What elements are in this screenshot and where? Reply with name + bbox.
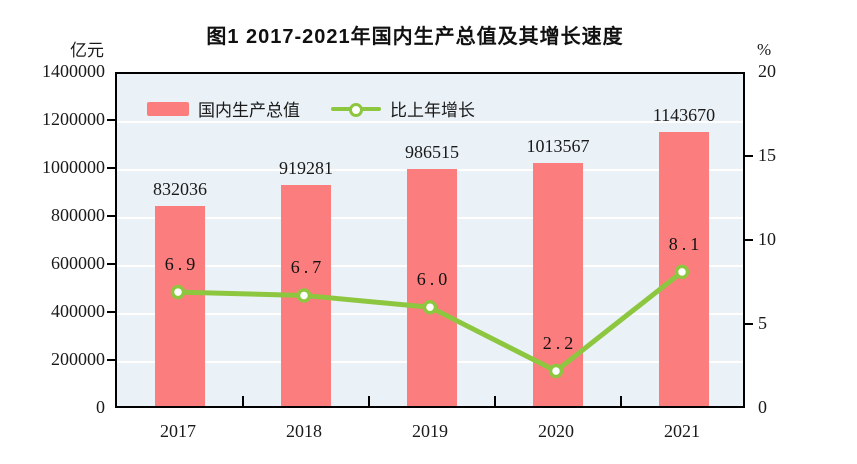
left-axis-unit-label: 亿元 <box>70 41 104 60</box>
growth-marker <box>674 264 690 280</box>
right-axis-tick-label: 20 <box>758 61 776 81</box>
legend-marker-icon <box>349 102 363 117</box>
x-axis-tick <box>242 396 244 406</box>
x-axis-tick <box>368 396 370 406</box>
left-axis-tick <box>107 311 115 313</box>
bar-value-label: 1013567 <box>526 135 590 156</box>
right-axis-tick <box>745 239 753 241</box>
growth-line-svg <box>170 264 690 379</box>
x-axis-label: 2018 <box>286 421 322 441</box>
right-axis-tick-label: 0 <box>758 397 767 417</box>
left-axis-tick-label: 400000 <box>51 301 105 321</box>
x-axis-tick <box>620 396 622 406</box>
left-axis-tick-label: 1000000 <box>42 157 105 177</box>
chart-title: 图1 2017-2021年国内生产总值及其增长速度 <box>206 26 624 48</box>
x-axis-label: 2019 <box>412 421 448 441</box>
plot-area: 832036 919281 986515 1013567 1143670 6.9 6.7 6… <box>115 72 745 408</box>
legend-label-growth: 比上年增长 <box>390 101 475 120</box>
left-axis-tick-label: 1200000 <box>42 109 105 129</box>
growth-marker <box>296 288 312 303</box>
left-axis-tick-label: 0 <box>96 397 105 417</box>
growth-value-label: 8.1 <box>668 233 704 254</box>
right-axis-tick <box>745 155 753 157</box>
x-axis-label: 2017 <box>160 421 196 441</box>
left-axis-tick <box>107 263 115 265</box>
left-axis-tick <box>107 215 115 217</box>
growth-value-label: 2.2 <box>542 333 578 354</box>
left-axis-tick-label: 800000 <box>51 205 105 225</box>
x-axis-label: 2020 <box>538 421 574 441</box>
growth-marker <box>548 363 564 379</box>
left-axis-tick-label: 600000 <box>51 253 105 273</box>
left-axis-tick-label: 200000 <box>51 349 105 369</box>
legend: 国内生产总值 比上年增长 <box>147 96 475 121</box>
gdp-bar-swatch-icon <box>147 101 189 116</box>
growth-marker <box>170 284 186 300</box>
left-axis-tick-label: 1400000 <box>42 61 105 81</box>
bar-value-label: 986515 <box>405 142 459 163</box>
legend-label-gdp: 国内生产总值 <box>198 101 300 120</box>
growth-line-swatch-icon <box>331 102 381 117</box>
growth-value-label: 6.7 <box>290 257 326 278</box>
right-axis-tick-label: 10 <box>758 229 776 249</box>
right-axis-tick-label: 15 <box>758 145 776 165</box>
gridline <box>117 121 743 123</box>
bar-value-label: 1143670 <box>652 104 716 125</box>
growth-value-label: 6.9 <box>164 254 200 275</box>
right-axis-tick <box>745 323 753 325</box>
gdp-bar <box>407 169 457 406</box>
bar-value-label: 832036 <box>153 179 207 200</box>
left-axis-tick <box>107 359 115 361</box>
right-axis-unit-label: % <box>757 40 772 59</box>
x-axis-label: 2021 <box>664 421 700 441</box>
growth-marker <box>422 299 438 315</box>
bar-value-label: 919281 <box>279 158 333 179</box>
gdp-bar <box>155 206 205 406</box>
right-axis-tick-label: 5 <box>758 313 767 333</box>
growth-value-label: 6.0 <box>416 269 452 290</box>
left-axis-tick <box>107 167 115 169</box>
x-axis-tick <box>494 396 496 406</box>
left-axis-tick <box>107 119 115 121</box>
